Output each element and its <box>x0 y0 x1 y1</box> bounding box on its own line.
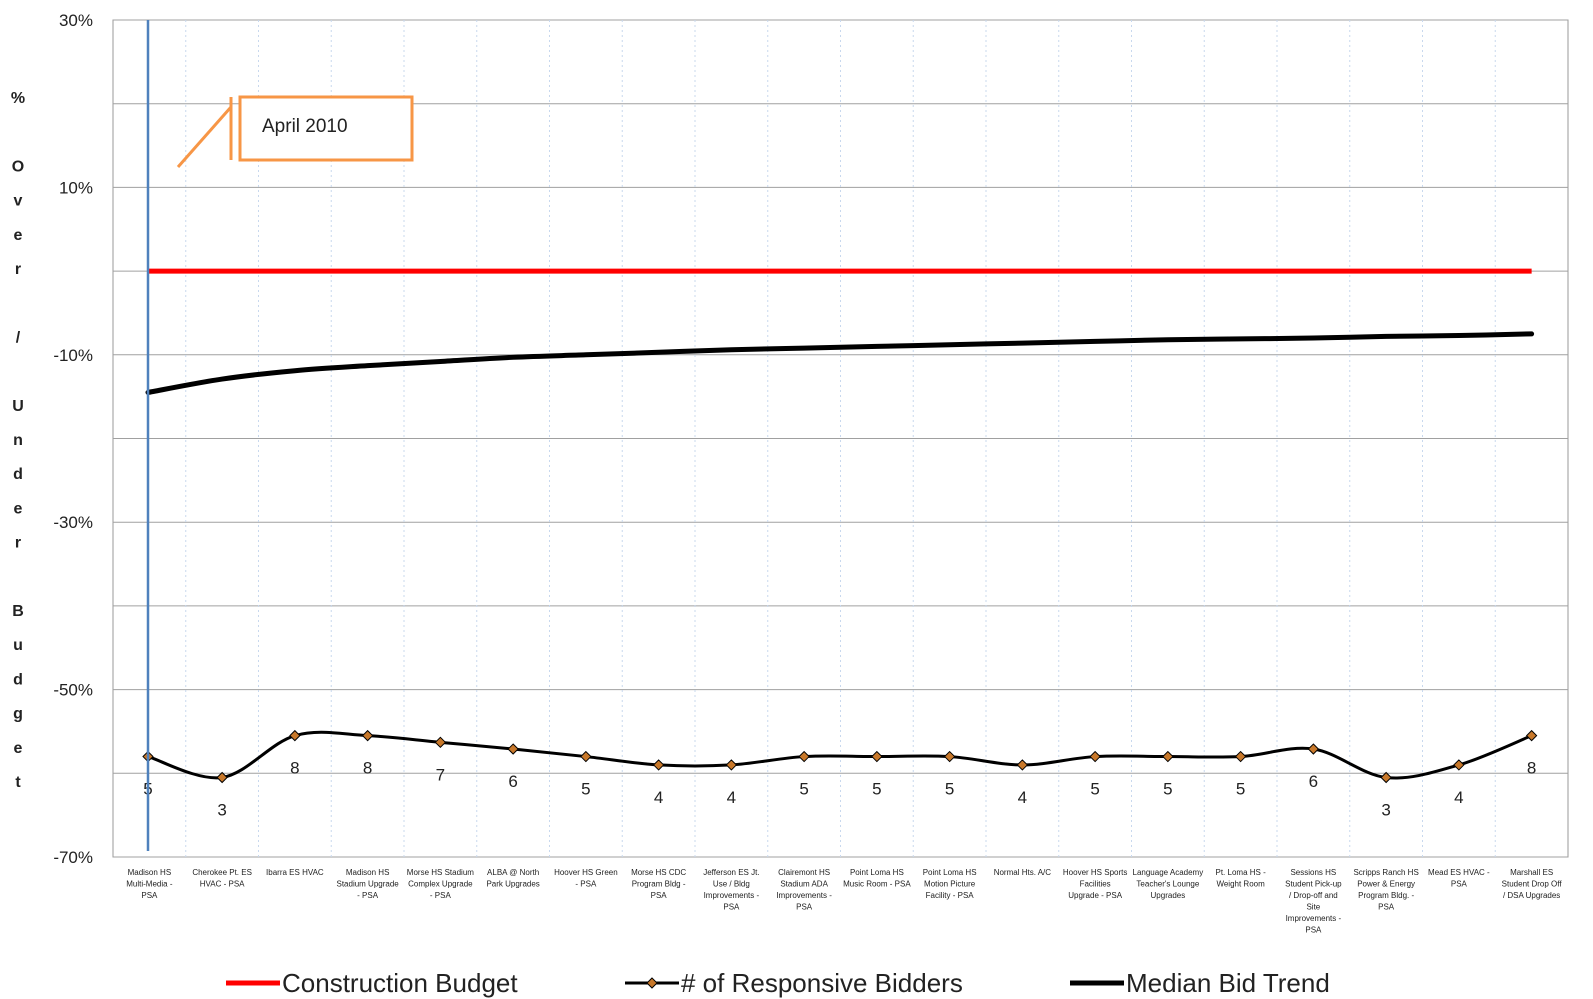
category-label: Ibarra ES HVAC <box>266 868 324 877</box>
responsive-bidders-point <box>1016 759 1029 771</box>
responsive-bidders-point <box>289 729 301 742</box>
y-tick-label: -10% <box>53 346 93 365</box>
bidder-count-label: 4 <box>727 788 736 807</box>
category-label: Sessions HS Student Pick-up / Drop-off and… <box>1285 868 1342 935</box>
responsive-bidders-line <box>147 730 1533 780</box>
bidder-count-label: 8 <box>363 759 372 778</box>
bidder-count-label: 5 <box>1163 780 1172 799</box>
bidder-count-label: 3 <box>1381 800 1390 819</box>
y-axis-label-char: e <box>14 227 23 244</box>
series <box>142 268 1538 784</box>
y-axis-label-char: t <box>15 774 21 791</box>
category-label: Clairemont HS Stadium ADA Improvements -PS… <box>776 868 832 912</box>
category-label: Point Loma HS Motion Picture Facility - PS… <box>923 868 977 900</box>
annotation-leader <box>176 106 233 168</box>
responsive-bidders-point <box>1307 743 1320 755</box>
responsive-bidders-point <box>725 759 738 771</box>
category-label: Language Academy Teacher's Lounge Upgrades <box>1133 868 1204 900</box>
y-axis-label-char: d <box>13 466 23 483</box>
bidder-count-label: 4 <box>1018 788 1027 807</box>
category-label: Marshall ES Student Drop Off / DSA Upgrade… <box>1502 868 1563 900</box>
legend: Construction Budget # of Responsive Bidde… <box>226 968 1330 998</box>
category-label: ALBA @ North Park Upgrades <box>486 868 539 889</box>
bidder-count-label: 3 <box>217 800 226 819</box>
responsive-bidders-point <box>652 759 665 771</box>
annotation-box <box>238 95 414 162</box>
category-label: Scripps Ranch HS Power & Energy Program Bl… <box>1353 868 1418 912</box>
y-axis-label-char: O <box>12 158 24 175</box>
y-axis-label-char: u <box>13 637 23 654</box>
bidder-count-label: 5 <box>581 780 590 799</box>
responsive-bidders-point <box>580 750 592 763</box>
responsive-bidders-point <box>871 750 883 763</box>
bidder-count-label: 7 <box>436 765 445 784</box>
responsive-bidders-point <box>1234 750 1247 763</box>
category-label: Hoover HS Green - PSA <box>554 868 618 889</box>
y-axis-label-char: e <box>14 740 23 757</box>
x-axis-categories: Madison HS Multi-Media -PSA Cherokee Pt. E… <box>126 868 1562 935</box>
category-label: Hoover HS Sports Facilities Upgrade - PSA <box>1063 868 1127 900</box>
responsive-bidders-point <box>1162 750 1174 763</box>
responsive-bidders-point <box>1089 750 1101 763</box>
y-tick-label: -30% <box>53 513 93 532</box>
responsive-bidders-point <box>1453 759 1465 771</box>
y-tick-label: 10% <box>59 178 93 197</box>
legend-marker <box>646 977 658 989</box>
responsive-bidders-point <box>216 771 228 784</box>
y-axis-label-char: d <box>13 671 23 688</box>
legend-label: Construction Budget <box>282 968 518 998</box>
category-label: Jefferson ES Jt. Use / Bldg Improvements -… <box>703 868 759 912</box>
bidder-count-label: 5 <box>1090 780 1099 799</box>
category-label: Point Loma HS Music Room - PSA <box>843 868 911 889</box>
bidder-count-label: 8 <box>1527 759 1536 778</box>
y-axis-label-char: g <box>13 706 23 723</box>
responsive-bidders-point <box>943 750 956 763</box>
y-axis-label-char: v <box>14 193 23 210</box>
category-label: Morse HS CDC Program Bldg -PSA <box>631 868 686 900</box>
responsive-bidders-point <box>434 736 447 749</box>
responsive-bidders-point <box>798 750 810 763</box>
y-axis-label-char: / <box>16 329 21 346</box>
annotation: April 2010 <box>146 20 414 851</box>
y-axis-label-char: % <box>11 90 25 107</box>
data-labels: 53887654455545556348 <box>143 759 1536 820</box>
category-label: Mead ES HVAC -PSA <box>1428 868 1490 889</box>
bidder-count-label: 5 <box>872 780 881 799</box>
category-label: Madison HS Stadium Upgrade - PSA <box>336 868 399 900</box>
bidder-count-label: 6 <box>508 772 517 791</box>
category-label: Morse HS Stadium Complex Upgrade - PSA <box>407 868 474 900</box>
y-axis-label-char: n <box>13 432 23 449</box>
median-bid-trend-line <box>145 331 1535 395</box>
y-axis-label-char: B <box>12 603 24 620</box>
y-axis-label-char: r <box>15 535 21 552</box>
bidder-count-label: 4 <box>654 788 663 807</box>
legend-label: # of Responsive Bidders <box>681 968 963 998</box>
y-tick-label: -70% <box>53 848 93 867</box>
responsive-bidders-point <box>361 729 374 742</box>
responsive-bidders-point <box>1525 729 1538 742</box>
y-axis-label-char: U <box>12 398 24 415</box>
y-tick-label: -50% <box>53 681 93 700</box>
y-axis-label-char: r <box>15 261 21 278</box>
bidder-count-label: 8 <box>290 759 299 778</box>
bidder-count-label: 5 <box>1236 780 1245 799</box>
bidder-count-label: 5 <box>945 780 954 799</box>
responsive-bidders-point <box>1380 771 1392 784</box>
y-tick-label: 30% <box>59 11 93 30</box>
bidder-count-label: 5 <box>799 780 808 799</box>
y-axis-label-char: e <box>14 500 23 517</box>
category-label: Normal Hts. A/C <box>994 868 1052 877</box>
bidder-count-label: 4 <box>1454 788 1463 807</box>
y-axis-ticks: 30% 10% -10% -30% -50% -70% <box>53 11 93 867</box>
annotation-text: April 2010 <box>262 116 348 137</box>
category-label: Pt. Loma HS -Weight Room <box>1216 868 1267 889</box>
category-label: Madison HS Multi-Media -PSA <box>126 868 173 900</box>
legend-label: Median Bid Trend <box>1126 968 1330 998</box>
bidder-count-label: 6 <box>1309 772 1318 791</box>
category-label: Cherokee Pt. ES HVAC - PSA <box>192 868 252 889</box>
responsive-bidders-point <box>507 743 519 755</box>
